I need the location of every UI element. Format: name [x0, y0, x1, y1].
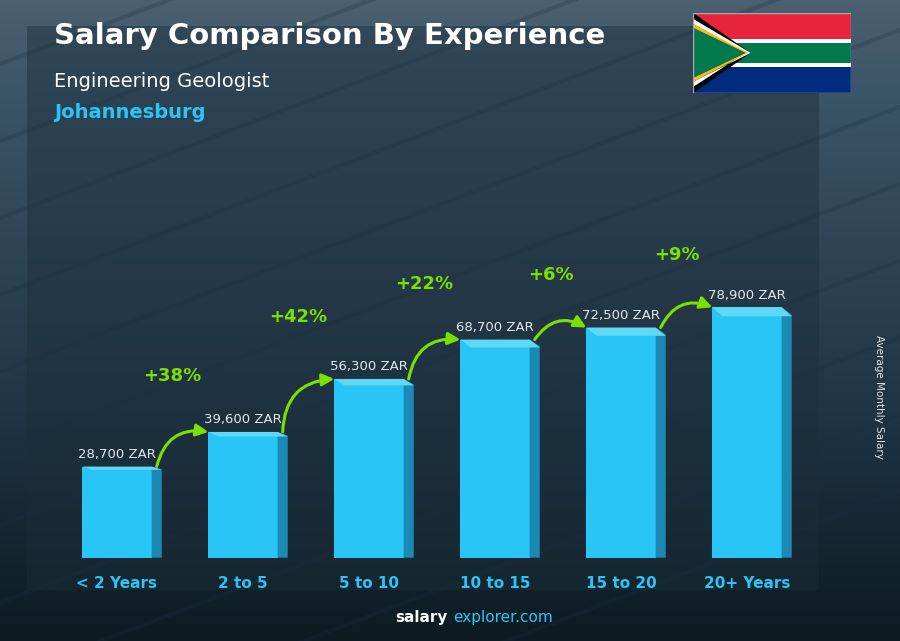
Text: 2 to 5: 2 to 5 — [218, 576, 268, 591]
Text: 5 to 10: 5 to 10 — [339, 576, 399, 591]
Text: +38%: +38% — [143, 367, 202, 385]
Polygon shape — [83, 467, 162, 470]
Text: Engineering Geologist: Engineering Geologist — [54, 72, 269, 91]
Text: Johannesburg: Johannesburg — [54, 103, 205, 122]
Polygon shape — [693, 39, 850, 43]
FancyBboxPatch shape — [27, 26, 819, 590]
Text: 72,500 ZAR: 72,500 ZAR — [582, 309, 660, 322]
Bar — [693, 53, 850, 93]
Polygon shape — [693, 24, 748, 82]
Polygon shape — [586, 328, 666, 336]
Bar — [460, 340, 529, 558]
Bar — [586, 328, 655, 558]
Bar — [693, 43, 850, 63]
Bar — [693, 13, 850, 53]
Bar — [83, 467, 151, 558]
Text: 39,600 ZAR: 39,600 ZAR — [204, 413, 282, 426]
Polygon shape — [712, 307, 792, 316]
Polygon shape — [655, 328, 666, 558]
Text: 28,700 ZAR: 28,700 ZAR — [78, 448, 156, 461]
Text: explorer.com: explorer.com — [453, 610, 553, 625]
Polygon shape — [529, 340, 540, 558]
Text: +42%: +42% — [269, 308, 328, 326]
Polygon shape — [693, 13, 751, 93]
Polygon shape — [693, 19, 745, 87]
Text: 56,300 ZAR: 56,300 ZAR — [330, 360, 408, 374]
Polygon shape — [334, 379, 414, 385]
Text: +9%: +9% — [653, 246, 699, 264]
Polygon shape — [151, 467, 162, 558]
Bar — [334, 379, 403, 558]
Text: +6%: +6% — [527, 266, 573, 284]
Text: salary: salary — [395, 610, 447, 625]
Polygon shape — [277, 432, 288, 558]
Polygon shape — [781, 307, 792, 558]
Bar — [712, 307, 781, 558]
Bar — [208, 432, 277, 558]
Text: 20+ Years: 20+ Years — [704, 576, 790, 591]
Polygon shape — [693, 28, 745, 78]
Text: Average Monthly Salary: Average Monthly Salary — [874, 335, 884, 460]
Polygon shape — [208, 432, 288, 437]
Text: < 2 Years: < 2 Years — [76, 576, 158, 591]
Text: 10 to 15: 10 to 15 — [460, 576, 530, 591]
Text: 78,900 ZAR: 78,900 ZAR — [708, 288, 786, 302]
Text: 68,700 ZAR: 68,700 ZAR — [456, 321, 534, 334]
Polygon shape — [403, 379, 414, 558]
Polygon shape — [693, 19, 751, 87]
Text: Salary Comparison By Experience: Salary Comparison By Experience — [54, 22, 605, 51]
Polygon shape — [460, 340, 540, 347]
Text: 15 to 20: 15 to 20 — [586, 576, 656, 591]
Polygon shape — [693, 63, 850, 67]
Text: +22%: +22% — [395, 275, 454, 293]
